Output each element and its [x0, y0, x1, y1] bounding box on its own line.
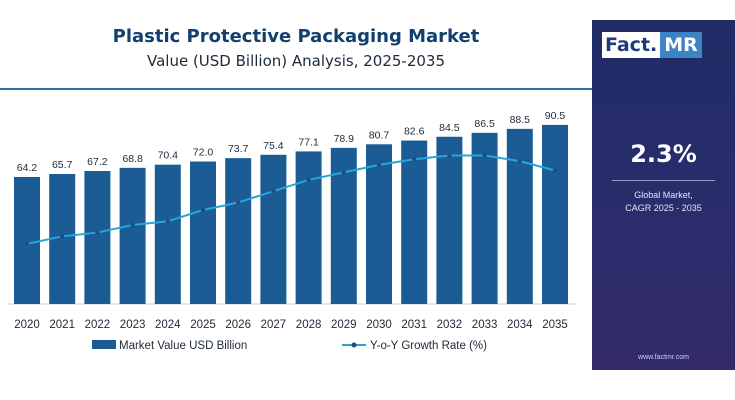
side-panel: Fact. MR 2.3% Global Market, CAGR 2025 -… [592, 20, 735, 370]
bar-value-label-2022: 67.2 [87, 156, 108, 168]
growth-point-2027 [271, 189, 276, 194]
x-tick-label-2033: 2033 [472, 319, 498, 331]
cagr-value: 2.3% [630, 140, 697, 168]
bar-value-label-2031: 82.6 [404, 126, 425, 138]
growth-point-2026 [236, 200, 241, 205]
growth-point-2028 [306, 177, 311, 183]
cagr-label-market: Global Market, [634, 190, 693, 200]
x-tick-label-2022: 2022 [85, 319, 111, 331]
growth-point-2029 [341, 170, 346, 175]
growth-point-2034 [517, 158, 522, 164]
x-tick-label-2028: 2028 [296, 319, 322, 331]
growth-point-2023 [130, 222, 135, 228]
logo-text-mr: MR [660, 32, 702, 58]
factmr-logo: Fact. MR [602, 32, 702, 58]
bar-2022 [84, 171, 111, 304]
title-divider [0, 88, 592, 90]
bar-2025 [190, 161, 216, 304]
bar-value-label-2021: 65.7 [52, 159, 73, 171]
bar-2020 [14, 176, 40, 304]
bar-2033 [471, 132, 498, 304]
bar-value-label-2035: 90.5 [545, 110, 566, 122]
legend-line-label: Y-o-Y Growth Rate (%) [370, 340, 487, 352]
bar-2028 [295, 151, 322, 304]
website-url: www.factmr.com [638, 354, 689, 361]
x-tick-label-2023: 2023 [120, 319, 146, 331]
bar-value-label-2025: 72.0 [193, 147, 214, 159]
x-tick-label-2035: 2035 [542, 319, 568, 331]
chart-subtitle: Value (USD Billion) Analysis, 2025-2035 [147, 52, 445, 70]
x-tick-label-2021: 2021 [49, 319, 75, 331]
bar-2024 [154, 164, 181, 304]
growth-point-2031 [412, 157, 417, 162]
growth-point-2022 [95, 230, 100, 235]
chart-title: Plastic Protective Packaging Market [112, 26, 480, 47]
bar-2026 [225, 158, 252, 304]
x-tick-label-2024: 2024 [155, 319, 181, 331]
growth-point-2033 [482, 153, 487, 158]
cagr-label-period: CAGR 2025 - 2035 [625, 203, 702, 213]
bar-2027 [260, 154, 287, 304]
bar-value-label-2024: 70.4 [158, 150, 179, 162]
bar-value-label-2032: 84.5 [439, 122, 460, 134]
legend-bar-label: Market Value USD Billion [119, 340, 247, 352]
bar-value-label-2020: 64.2 [17, 162, 38, 174]
bar-line-chart: 64.2 65.7 67.2 68.8 70.4 72.0 73.7 75.4 77.1 78.9… [8, 110, 575, 352]
x-tick-label-2029: 2029 [331, 319, 357, 331]
legend-bar-swatch [92, 340, 116, 349]
bar-value-label-2028: 77.1 [298, 136, 319, 148]
growth-point-2020 [24, 241, 30, 247]
bar-value-label-2033: 86.5 [474, 118, 495, 130]
x-tick-label-2025: 2025 [190, 319, 216, 331]
x-tick-label-2031: 2031 [401, 319, 427, 331]
bar-2031 [401, 140, 428, 304]
bar-2034 [506, 128, 533, 304]
bar-value-label-2023: 68.8 [122, 153, 143, 165]
logo-text-fact: Fact. [602, 32, 661, 58]
x-tick-label-2034: 2034 [507, 319, 533, 331]
growth-point-2030 [376, 162, 382, 168]
bar-value-label-2026: 73.7 [228, 143, 249, 155]
growth-point-2032 [447, 153, 452, 158]
legend-line-marker [351, 342, 357, 348]
bar-2030 [366, 144, 392, 304]
bar-value-label-2029: 78.9 [334, 133, 355, 145]
bar-value-label-2034: 88.5 [510, 114, 531, 126]
x-tick-label-2026: 2026 [225, 319, 251, 331]
x-tick-label-2020: 2020 [14, 319, 40, 331]
growth-point-2021 [60, 234, 65, 239]
bar-2032 [436, 136, 463, 304]
bar-2023 [119, 167, 146, 304]
growth-point-2024 [165, 219, 170, 224]
growth-point-2035 [552, 168, 558, 173]
x-tick-label-2030: 2030 [366, 319, 392, 331]
cagr-divider [612, 180, 715, 181]
growth-rate-line [26, 154, 556, 245]
x-tick-label-2027: 2027 [261, 319, 287, 331]
bar-value-label-2027: 75.4 [263, 140, 284, 152]
bar-2035 [542, 124, 568, 304]
bar-value-label-2030: 80.7 [369, 129, 390, 141]
growth-point-2025 [200, 207, 206, 213]
x-tick-label-2032: 2032 [437, 319, 463, 331]
